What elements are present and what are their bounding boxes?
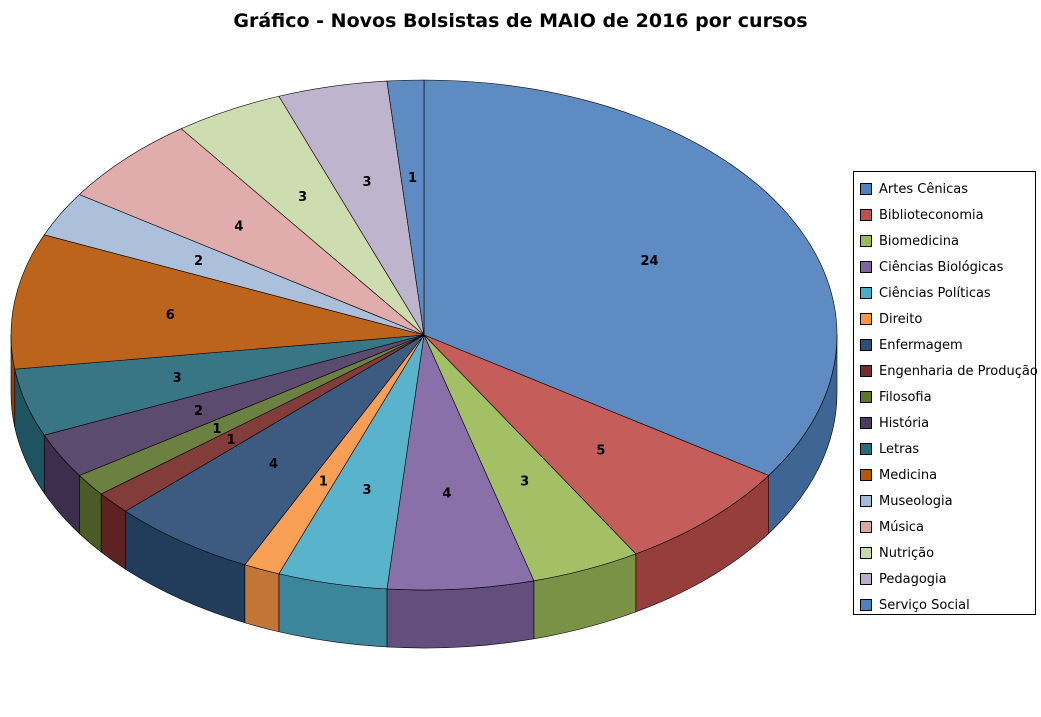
legend-label: Filosofia — [879, 389, 932, 405]
legend-item: Ciências Biológicas — [854, 254, 1035, 280]
data-label: 2 — [194, 404, 203, 419]
pie-slice-serviço-social — [386, 79, 425, 336]
data-label: 1 — [408, 171, 417, 186]
legend-swatch — [860, 339, 872, 351]
data-label: 4 — [269, 457, 278, 472]
legend-label: História — [879, 415, 930, 431]
legend: Artes Cênicas Biblioteconomia Biomedicina C… — [853, 171, 1038, 618]
legend-swatch — [860, 365, 872, 377]
pie-slice-música — [78, 128, 425, 336]
legend-swatch — [860, 573, 872, 585]
legend-swatch — [860, 599, 872, 611]
pie-slice-biblioteconomia — [423, 334, 770, 555]
legend-swatch — [860, 391, 872, 403]
legend-label: Biblioteconomia — [879, 207, 984, 223]
legend-label: Engenharia de Produção — [879, 363, 1038, 379]
legend-swatch — [860, 209, 872, 221]
legend-item: História — [854, 410, 1035, 436]
data-label: 1 — [319, 474, 328, 489]
legend-swatch — [860, 495, 872, 507]
data-label: 1 — [212, 422, 221, 437]
legend-item: Biomedicina — [854, 228, 1035, 254]
legend-item: Letras — [854, 436, 1035, 462]
legend-item: Biblioteconomia — [854, 202, 1035, 228]
pie-slice-ciências-biológicas — [386, 333, 535, 591]
pie-slice-side — [244, 564, 280, 633]
legend-swatch — [860, 521, 872, 533]
legend-item: Direito — [854, 306, 1035, 332]
data-label: 2 — [194, 254, 203, 269]
data-label: 4 — [442, 486, 451, 501]
legend-swatch — [860, 287, 872, 299]
legend-swatch — [860, 183, 872, 195]
legend-label: Nutrição — [879, 545, 935, 561]
data-label: 3 — [362, 483, 371, 498]
legend-item: Nutrição — [854, 540, 1035, 566]
legend-label: Ciências Biológicas — [879, 259, 1004, 275]
chart-title: Gráfico - Novos Bolsistas de MAIO de 201… — [233, 10, 808, 32]
legend-label: Serviço Social — [879, 597, 970, 613]
legend-swatch — [860, 547, 872, 559]
data-label: 3 — [298, 190, 307, 205]
legend-item: Música — [854, 514, 1035, 540]
legend-label: Biomedicina — [879, 233, 959, 249]
legend-label: Artes Cênicas — [879, 181, 969, 197]
pie-slice-enfermagem — [124, 334, 425, 566]
data-label: 4 — [234, 220, 243, 235]
legend-swatch — [860, 261, 872, 273]
legend-swatch — [860, 313, 872, 325]
legend-item: Museologia — [854, 488, 1035, 514]
legend-item: Artes Cênicas — [854, 176, 1035, 202]
pie-slice-side — [386, 580, 535, 649]
legend-item: Medicina — [854, 462, 1035, 488]
legend-label: Medicina — [879, 467, 938, 483]
legend-label: Enfermagem — [879, 337, 963, 353]
data-label: 3 — [362, 175, 371, 190]
legend-swatch — [860, 443, 872, 455]
data-label: 3 — [520, 474, 529, 489]
legend-label: Pedagogia — [879, 571, 947, 587]
pie-slice-artes-cênicas — [423, 79, 838, 476]
legend-item: Filosofia — [854, 384, 1035, 410]
legend-item: Enfermagem — [854, 332, 1035, 358]
data-label: 3 — [173, 371, 182, 386]
data-label: 5 — [596, 443, 605, 458]
legend-item: Engenharia de Produção — [854, 358, 1038, 384]
legend-item: Ciências Políticas — [854, 280, 1035, 306]
data-label: 6 — [166, 308, 175, 323]
legend-label: Música — [879, 519, 924, 535]
data-label: 1 — [227, 433, 236, 448]
legend-label: Letras — [879, 441, 920, 457]
data-label: 24 — [640, 254, 658, 269]
pie-slice-medicina — [10, 234, 425, 370]
legend-item: Pedagogia — [854, 566, 1035, 592]
legend-label: Ciências Políticas — [879, 285, 991, 301]
legend-label: Direito — [879, 311, 923, 327]
legend-item: Serviço Social — [854, 592, 1035, 618]
legend-label: Museologia — [879, 493, 953, 509]
legend-swatch — [860, 469, 872, 481]
legend-swatch — [860, 235, 872, 247]
legend-swatch — [860, 417, 872, 429]
